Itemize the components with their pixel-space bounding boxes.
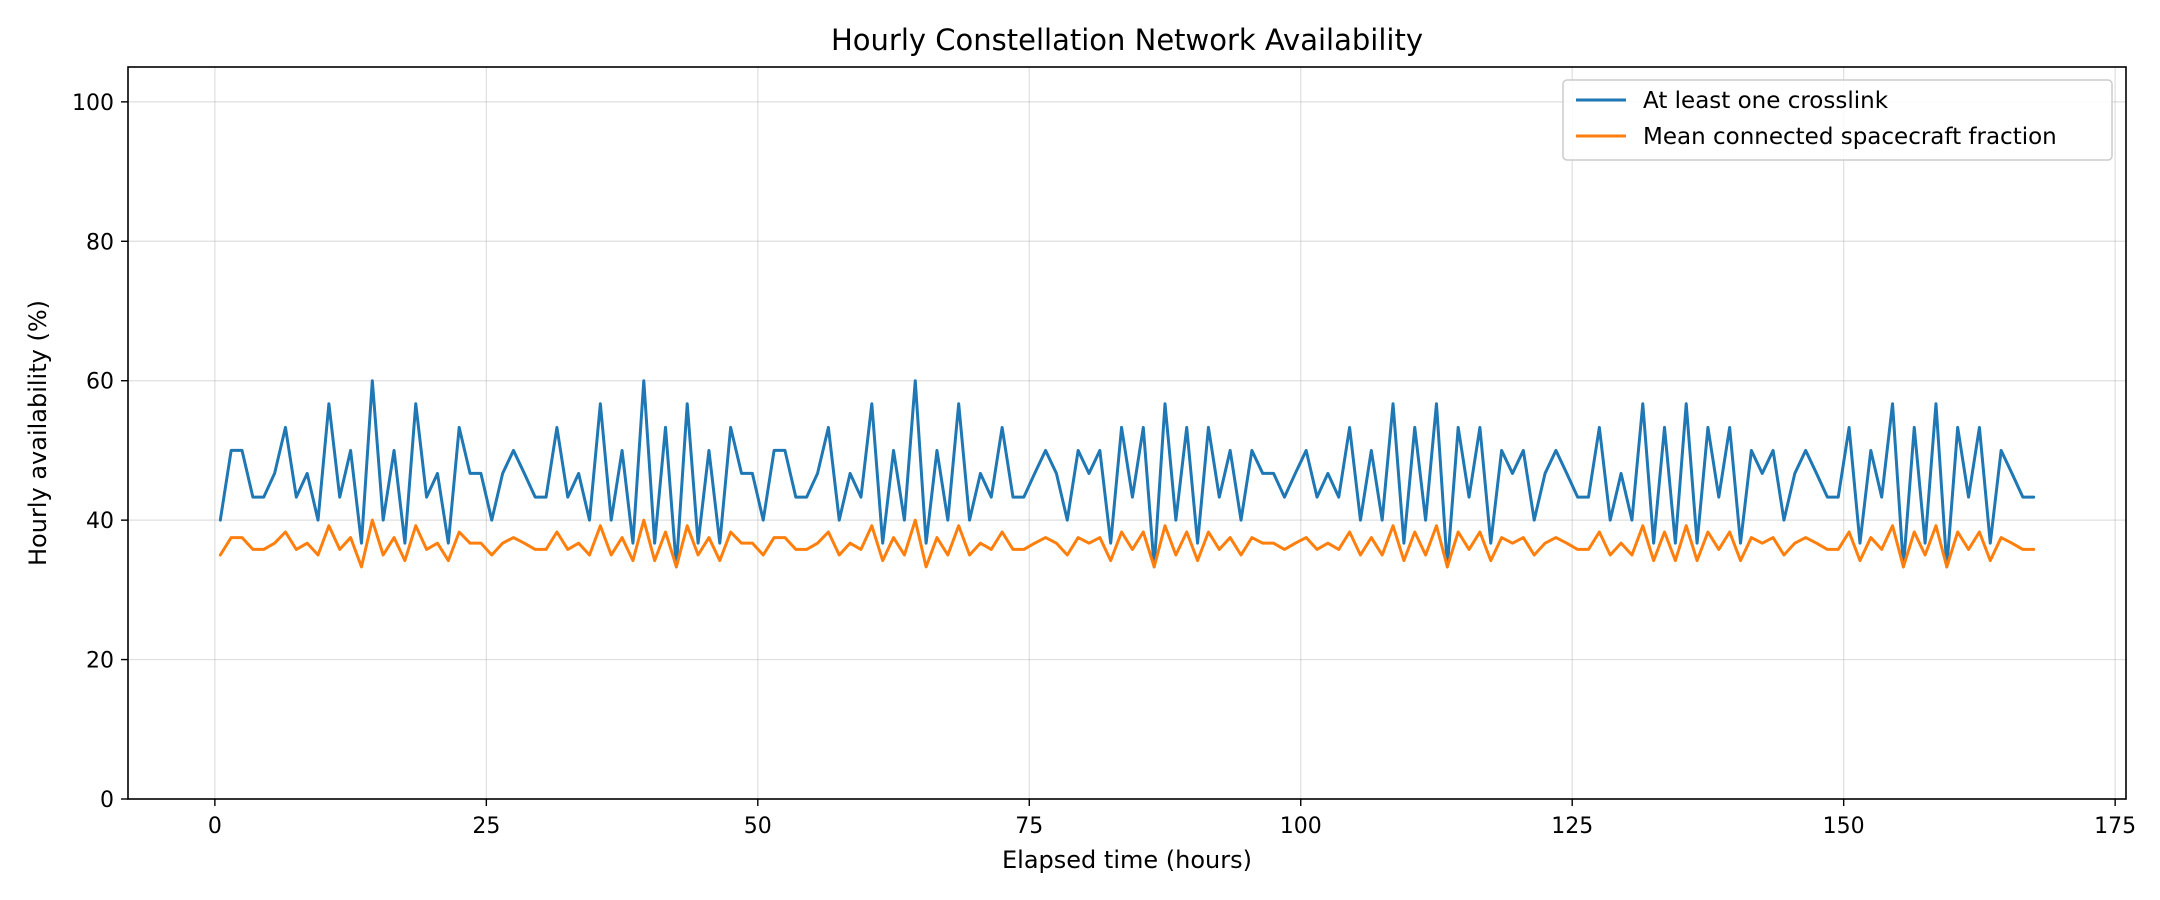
chart-title: Hourly Constellation Network Availabilit… <box>831 23 1423 57</box>
y-axis-title: Hourly availability (%) <box>24 300 52 566</box>
series-lines <box>218 379 2036 569</box>
axis-ticks: 0 25 50 75 100 125 150 175 0 20 40 60 80 100 <box>72 91 2136 839</box>
x-tick-label: 100 <box>1280 814 1322 839</box>
y-tick-label: 20 <box>86 649 114 674</box>
x-tick-label: 25 <box>472 814 500 839</box>
x-tick-label: 150 <box>1823 814 1865 839</box>
x-tick-label: 75 <box>1015 814 1043 839</box>
y-tick-label: 40 <box>86 509 114 534</box>
series-line-crosslink <box>218 379 2036 569</box>
x-tick-label: 175 <box>2094 814 2136 839</box>
y-tick-label: 100 <box>72 91 114 116</box>
legend: At least one crosslink Mean connected sp… <box>1562 79 2113 161</box>
x-tick-label: 125 <box>1551 814 1593 839</box>
y-tick-label: 0 <box>100 788 114 813</box>
legend-label-crosslink: At least one crosslink <box>1643 88 1889 114</box>
x-tick-label: 50 <box>744 814 772 839</box>
y-tick-label: 60 <box>86 370 114 395</box>
x-axis-title: Elapsed time (hours) <box>1002 846 1252 874</box>
legend-box <box>1562 79 2113 161</box>
plot-area-frame <box>127 66 2127 800</box>
legend-label-connected-fraction: Mean connected spacecraft fraction <box>1643 124 2057 150</box>
y-tick-label: 80 <box>86 230 114 255</box>
series-line-connected-fraction <box>218 518 2036 569</box>
x-tick-label: 0 <box>208 814 222 839</box>
